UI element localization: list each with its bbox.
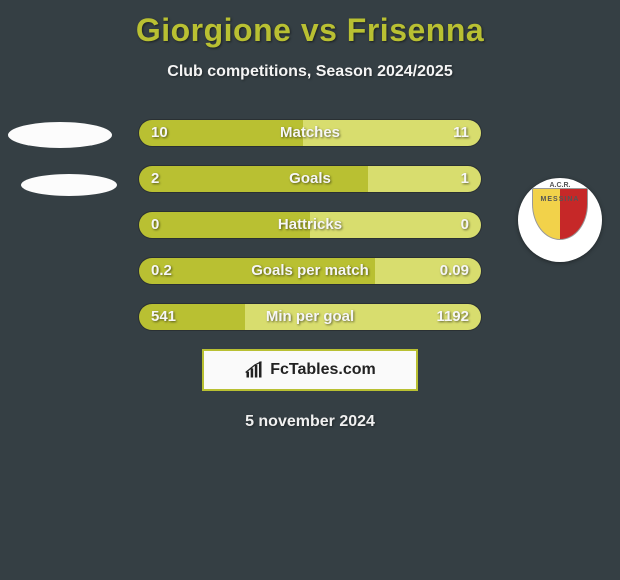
- stat-value-left: 2: [151, 166, 159, 192]
- stat-row: Goals2 1: [138, 165, 482, 193]
- stat-label: Min per goal: [139, 304, 481, 330]
- stat-label: Goals per match: [139, 258, 481, 284]
- footer-attrib: FcTables.com: [202, 349, 418, 391]
- player-right-badge: A.C.R. MESSINA: [518, 178, 602, 262]
- stat-row: Goals per match0.2 0.09: [138, 257, 482, 285]
- stat-row: Hattricks0 0: [138, 211, 482, 239]
- footer-brand: FcTables.com: [270, 361, 376, 379]
- stat-rows: Matches10 11 Goals2 1 Hattricks0 0 Goals per m…: [138, 119, 482, 331]
- stat-value-right: 1192: [436, 304, 469, 330]
- crest-mid-text: MESSINA: [541, 196, 580, 203]
- stat-label: Hattricks: [139, 212, 481, 238]
- stat-value-left: 541: [151, 304, 176, 330]
- silhouette-ellipse: [21, 174, 117, 196]
- stat-value-left: 0.2: [151, 258, 172, 284]
- stat-value-right: 0.09: [440, 258, 469, 284]
- stat-label: Goals: [139, 166, 481, 192]
- stat-value-left: 0: [151, 212, 159, 238]
- crest-icon: A.C.R. MESSINA: [532, 188, 588, 252]
- stat-value-left: 10: [151, 120, 168, 146]
- stat-value-right: 1: [461, 166, 469, 192]
- stat-row: Min per goal541 1192: [138, 303, 482, 331]
- crest-acr: A.C.R.: [550, 182, 571, 192]
- page-title: Giorgione vs Frisenna: [0, 0, 620, 49]
- stat-row: Matches10 11: [138, 119, 482, 147]
- date-text: 5 november 2024: [0, 413, 620, 431]
- player-left-badge: [18, 116, 102, 200]
- subtitle: Club competitions, Season 2024/2025: [0, 63, 620, 81]
- chart-icon: [244, 360, 264, 380]
- silhouette-ellipse: [8, 122, 112, 148]
- stat-value-right: 0: [461, 212, 469, 238]
- stat-label: Matches: [139, 120, 481, 146]
- crest-top-text: A.C.R.: [532, 182, 588, 192]
- stat-value-right: 11: [453, 120, 469, 146]
